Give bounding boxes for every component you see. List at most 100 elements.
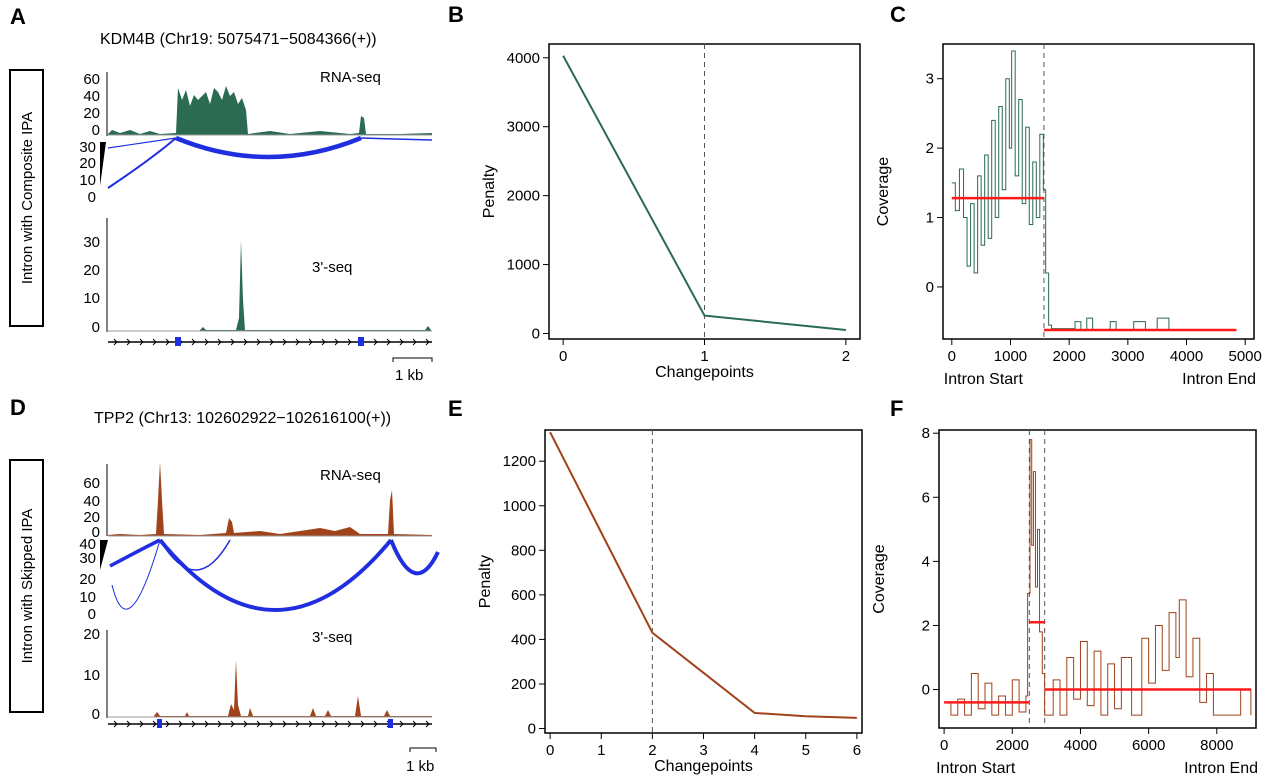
- x-tick-label: 1: [597, 742, 605, 759]
- strand-arrow: [191, 720, 196, 728]
- strand-arrow: [152, 720, 157, 728]
- tick-label: 20: [83, 105, 100, 122]
- y-tick-label: 0: [528, 721, 536, 738]
- strand-arrow: [139, 338, 144, 346]
- y-tick-label: 3: [926, 71, 934, 88]
- tick-label: 20: [83, 509, 100, 526]
- x-tick-label: 4: [750, 742, 758, 759]
- strand-arrow: [412, 720, 417, 728]
- y-tick-label: 1200: [503, 453, 536, 470]
- gene-model-a: 1 kb: [108, 337, 433, 384]
- strand-arrow: [243, 720, 248, 728]
- y-tick-label: 1: [926, 210, 934, 227]
- y-tick-label: 0: [532, 325, 540, 342]
- y-tick-label: 1000: [507, 257, 540, 274]
- strand-arrow: [217, 720, 222, 728]
- panel-label-a: A: [10, 4, 26, 29]
- strand-arrow: [243, 338, 248, 346]
- y-tick-label: 6: [922, 489, 930, 506]
- junction-track-d: 40 30 20 10 0: [79, 536, 440, 623]
- y-tick-label: 0: [926, 279, 934, 296]
- tick-label: 40: [83, 493, 100, 510]
- chart-b: 0 1 2 0 1000 2000 3000 4000 Changepoints Penalty: [481, 43, 861, 381]
- rna-seq-label-a: RNA-seq: [320, 69, 381, 86]
- panel-label-d: D: [10, 395, 26, 420]
- strand-arrow: [113, 338, 118, 346]
- panel-label-e: E: [448, 396, 463, 421]
- y-tick-label: 400: [511, 631, 536, 648]
- strand-arrow: [282, 720, 287, 728]
- chart-f: 0 2000 4000 6000 8000 0 2 4 6 8 Coverage Intron Sta…: [871, 425, 1258, 777]
- strand-arrow: [347, 338, 352, 346]
- panel-label-f: F: [890, 396, 903, 421]
- strand-arrow: [126, 720, 131, 728]
- tick-label: 0: [88, 606, 96, 623]
- y-tick-label: 600: [511, 587, 536, 604]
- seq3-label-d: 3'-seq: [312, 629, 352, 646]
- strand-arrow: [373, 338, 378, 346]
- strand-arrow: [152, 338, 157, 346]
- y-tick-label: 800: [511, 542, 536, 559]
- tick-label: 0: [88, 189, 96, 206]
- strand-arrow: [295, 720, 300, 728]
- side-label-a: Intron with Composite IPA: [19, 112, 36, 284]
- strand-arrow: [373, 720, 378, 728]
- plot-frame: [942, 43, 1255, 340]
- strand-arrow: [230, 720, 235, 728]
- side-box-a: [9, 69, 44, 327]
- x-tick-label: 5: [802, 742, 810, 759]
- x-tick-label: 0: [948, 348, 956, 365]
- tick-label: 30: [79, 139, 96, 156]
- x-tick-label: 2: [842, 348, 850, 365]
- x-tick-label: 2000: [996, 737, 1029, 754]
- y-tick-label: 200: [511, 676, 536, 693]
- x-end-label: Intron End: [1184, 760, 1258, 777]
- panel-label-c: C: [890, 2, 906, 27]
- strand-arrow: [321, 720, 326, 728]
- strand-arrow: [360, 720, 365, 728]
- rna-coverage-d: [108, 462, 432, 536]
- panel-a: A KDM4B (Chr19: 5075471−5084366(+)) Intr…: [9, 4, 433, 384]
- x-tick-label: 4000: [1170, 348, 1203, 365]
- x-tick-label: 6000: [1132, 737, 1165, 754]
- strand-arrow: [308, 720, 313, 728]
- coverage-profile: [944, 439, 1252, 716]
- tick-label: 20: [83, 626, 100, 643]
- x-tick-label: 4000: [1064, 737, 1097, 754]
- strand-arrow: [334, 338, 339, 346]
- tick-label: 0: [92, 524, 100, 541]
- y-axis-label: Coverage: [875, 157, 892, 226]
- x-tick-label: 2: [648, 742, 656, 759]
- strand-arrow: [269, 338, 274, 346]
- tick-label: 20: [79, 571, 96, 588]
- strand-arrow: [334, 720, 339, 728]
- strand-arrow: [230, 338, 235, 346]
- strand-arrow: [269, 720, 274, 728]
- tick-label: 60: [83, 475, 100, 492]
- tick-label: 0: [92, 706, 100, 723]
- strand-arrow: [256, 338, 261, 346]
- scale-label-a: 1 kb: [395, 367, 423, 384]
- x-start-label: Intron Start: [936, 760, 1016, 777]
- strand-arrow: [204, 720, 209, 728]
- strand-arrow: [113, 720, 118, 728]
- tick-label: 20: [79, 155, 96, 172]
- rna-track-d: 60 40 20 0 RNA-seq: [83, 462, 432, 541]
- y-axis-label: Penalty: [477, 555, 494, 608]
- x-tick-label: 3: [699, 742, 707, 759]
- strand-arrow: [217, 338, 222, 346]
- tick-label: 10: [83, 667, 100, 684]
- strand-arrow: [295, 338, 300, 346]
- penalty-line: [549, 431, 857, 719]
- y-tick-label: 2: [922, 617, 930, 634]
- strand-arrow: [425, 338, 430, 346]
- strand-arrow: [256, 720, 261, 728]
- strand-arrow: [399, 338, 404, 346]
- coverage-profile: [951, 50, 1237, 331]
- y-tick-label: 2000: [507, 188, 540, 205]
- tick-label: 30: [79, 550, 96, 567]
- y-tick-label: 2: [926, 140, 934, 157]
- penalty-line: [562, 55, 846, 332]
- strand-arrow: [178, 720, 183, 728]
